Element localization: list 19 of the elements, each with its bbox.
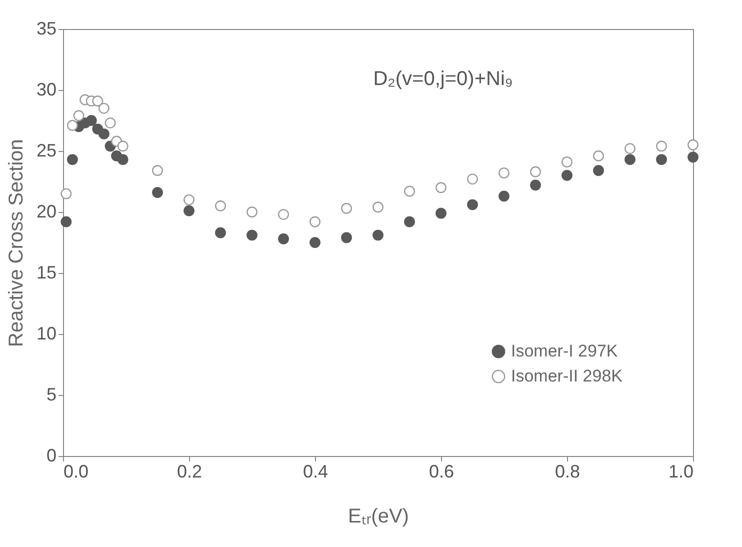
y-tick-label: 5 [46, 384, 56, 404]
x-tick-label: 0.6 [428, 462, 454, 482]
y-tick-label: 0 [46, 446, 56, 466]
y-tick-label: 20 [36, 202, 56, 222]
y-tick-label: 15 [36, 262, 56, 282]
legend-label: Isomer-II 298K [511, 366, 624, 386]
y-tick-label: 25 [36, 140, 56, 160]
y-axis-title: Reactive Cross Section [5, 139, 28, 347]
legend-label: Isomer-I 297K [511, 342, 618, 360]
y-tick-label: 30 [36, 80, 56, 100]
x-tick-label: 0.2 [176, 462, 202, 482]
x-tick-label: 1.0 [668, 462, 694, 482]
x-tick-label: 0.0 [64, 462, 89, 482]
x-axis-title: Eₜᵣ(eV) [348, 506, 409, 528]
y-tick-label: 35 [36, 18, 56, 38]
y-tick-label: 10 [36, 324, 56, 344]
x-tick-label: 0.4 [302, 462, 328, 482]
x-tick-label: 0.8 [554, 462, 580, 482]
annotation: D₂(v=0,j=0)+Ni₉ [373, 68, 513, 90]
